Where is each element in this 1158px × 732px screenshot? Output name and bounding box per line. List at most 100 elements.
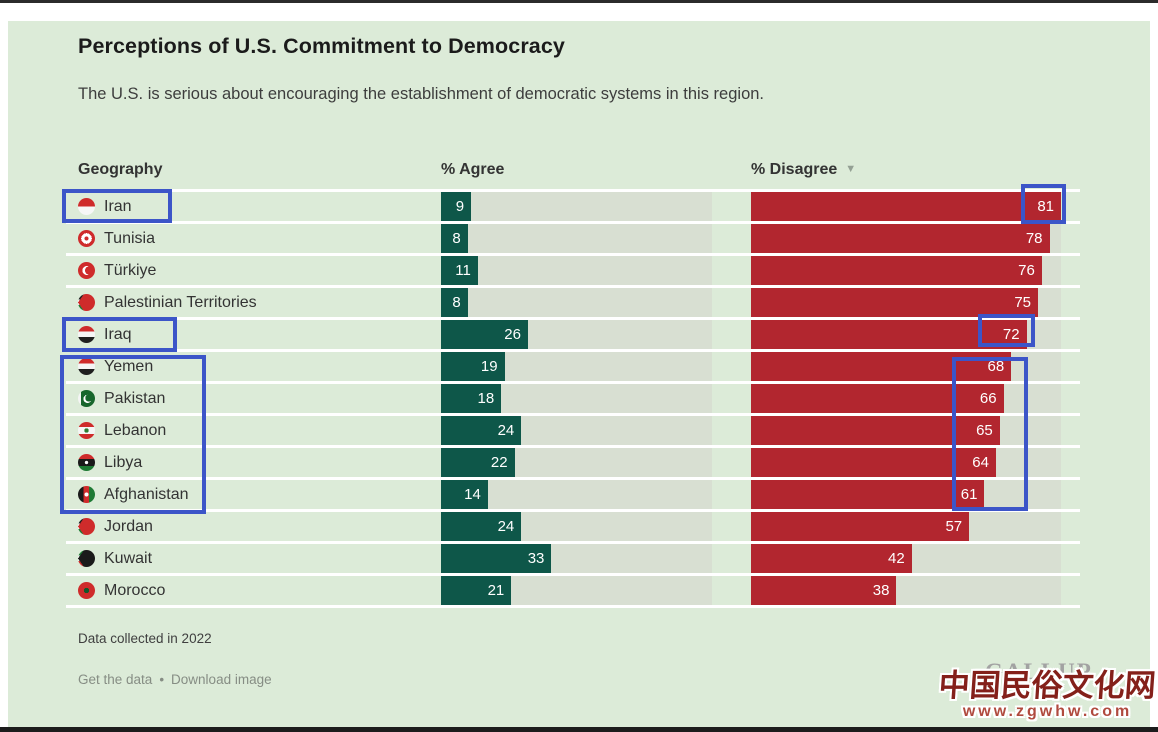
- column-gap: [712, 320, 751, 349]
- agree-bar-track: 14: [441, 480, 712, 509]
- table-row: Palestinian Territories 8 75: [66, 288, 1080, 320]
- agree-bar-track: 24: [441, 416, 712, 445]
- geography-cell: Morocco: [66, 576, 441, 605]
- disagree-bar-track: 57: [751, 512, 1061, 541]
- table-row: Yemen 19 68: [66, 352, 1080, 384]
- top-border-line: [0, 0, 1158, 3]
- kuwait-flag-icon: [78, 550, 95, 567]
- table-row: Pakistan 18 66: [66, 384, 1080, 416]
- row-tail-spacer: [1061, 480, 1080, 509]
- agree-value-label: 8: [452, 230, 461, 247]
- lebanon-flag-icon: [78, 422, 95, 439]
- agree-value-label: 19: [480, 358, 498, 375]
- country-label: Libya: [104, 453, 143, 471]
- country-label: Türkiye: [104, 261, 157, 279]
- column-header-geography[interactable]: Geography: [78, 161, 163, 178]
- column-header-agree[interactable]: % Agree: [441, 161, 505, 178]
- disagree-bar: 38: [751, 576, 897, 605]
- disagree-value-label: 61: [960, 486, 978, 503]
- row-tail-spacer: [1061, 576, 1080, 605]
- sort-descending-icon: ▼: [845, 163, 857, 175]
- agree-value-label: 22: [490, 454, 508, 471]
- agree-bar-track: 26: [441, 320, 712, 349]
- geography-cell: Afghanistan: [66, 480, 441, 509]
- disagree-bar: 76: [751, 256, 1042, 285]
- agree-bar: 24: [441, 416, 522, 445]
- data-collected-note: Data collected in 2022: [78, 631, 212, 646]
- geography-cell: Pakistan: [66, 384, 441, 413]
- disagree-bar-track: 72: [751, 320, 1061, 349]
- table-row: Tunisia 8 78: [66, 224, 1080, 256]
- agree-bar: 19: [441, 352, 505, 381]
- table-row: Morocco 21 38: [66, 576, 1080, 608]
- table-row: Türkiye 11 76: [66, 256, 1080, 288]
- pakistan-flag-icon: [78, 390, 95, 407]
- disagree-value-label: 65: [976, 422, 993, 439]
- column-gap: [712, 224, 751, 253]
- disagree-bar: 72: [751, 320, 1027, 349]
- row-tail-spacer: [1061, 224, 1080, 253]
- disagree-value-label: 81: [1037, 198, 1054, 215]
- table-row: Jordan 24 57: [66, 512, 1080, 544]
- geography-cell: Tunisia: [66, 224, 441, 253]
- download-image-link[interactable]: Download image: [171, 672, 272, 687]
- geography-cell: Türkiye: [66, 256, 441, 285]
- disagree-bar-track: 76: [751, 256, 1061, 285]
- disagree-value-label: 57: [945, 518, 963, 535]
- agree-bar-track: 8: [441, 224, 712, 253]
- disagree-bar-track: 64: [751, 448, 1061, 477]
- agree-value-label: 24: [497, 518, 515, 535]
- chart-rows: Iran 9 81 Tunisia 8 78: [66, 189, 1080, 608]
- disagree-bar: 68: [751, 352, 1012, 381]
- column-header-disagree[interactable]: % Disagree ▼: [751, 161, 1061, 179]
- agree-bar: 24: [441, 512, 522, 541]
- disagree-bar: 42: [751, 544, 912, 573]
- footer-links: Get the data • Download image: [78, 672, 272, 687]
- row-tail-spacer: [1061, 192, 1080, 221]
- country-label: Iran: [104, 197, 132, 215]
- get-the-data-link[interactable]: Get the data: [78, 672, 153, 687]
- country-label: Jordan: [104, 517, 153, 535]
- geography-cell: Palestinian Territories: [66, 288, 441, 317]
- agree-bar: 22: [441, 448, 515, 477]
- geography-cell: Lebanon: [66, 416, 441, 445]
- afghanistan-flag-icon: [78, 486, 95, 503]
- gallup-logo: GALLUP: [985, 659, 1093, 684]
- palestinian-territories-flag-icon: [78, 294, 95, 311]
- disagree-bar-track: 78: [751, 224, 1061, 253]
- row-tail-spacer: [1061, 384, 1080, 413]
- row-tail-spacer: [1061, 512, 1080, 541]
- disagree-value-label: 66: [979, 390, 997, 407]
- jordan-flag-icon: [78, 518, 95, 535]
- row-tail-spacer: [1061, 288, 1080, 317]
- agree-bar-track: 11: [441, 256, 712, 285]
- disagree-bar-track: 81: [751, 192, 1061, 221]
- disagree-bar: 66: [751, 384, 1004, 413]
- agree-bar: 11: [441, 256, 478, 285]
- row-tail-spacer: [1061, 544, 1080, 573]
- agree-bar-track: 22: [441, 448, 712, 477]
- agree-bar: 9: [441, 192, 472, 221]
- link-separator-dot: •: [159, 672, 165, 687]
- country-label: Kuwait: [104, 549, 153, 567]
- row-tail-spacer: [1061, 256, 1080, 285]
- agree-value-label: 9: [455, 198, 465, 215]
- agree-bar-track: 24: [441, 512, 712, 541]
- morocco-flag-icon: [78, 582, 95, 599]
- disagree-value-label: 64: [972, 454, 989, 471]
- disagree-bar-track: 42: [751, 544, 1061, 573]
- geography-cell: Kuwait: [66, 544, 441, 573]
- column-header-disagree-label: % Disagree: [751, 161, 838, 178]
- disagree-bar: 61: [751, 480, 985, 509]
- row-tail-spacer: [1061, 416, 1080, 445]
- column-gap: [712, 512, 751, 541]
- agree-value-label: 18: [477, 390, 495, 407]
- country-label: Tunisia: [104, 229, 155, 247]
- disagree-bar-track: 75: [751, 288, 1061, 317]
- column-gap: [712, 288, 751, 317]
- country-label: Pakistan: [104, 389, 166, 407]
- disagree-bar: 57: [751, 512, 970, 541]
- agree-value-label: 24: [497, 422, 515, 439]
- chart-title: Perceptions of U.S. Commitment to Democr…: [78, 34, 565, 58]
- table-row: Iraq 26 72: [66, 320, 1080, 352]
